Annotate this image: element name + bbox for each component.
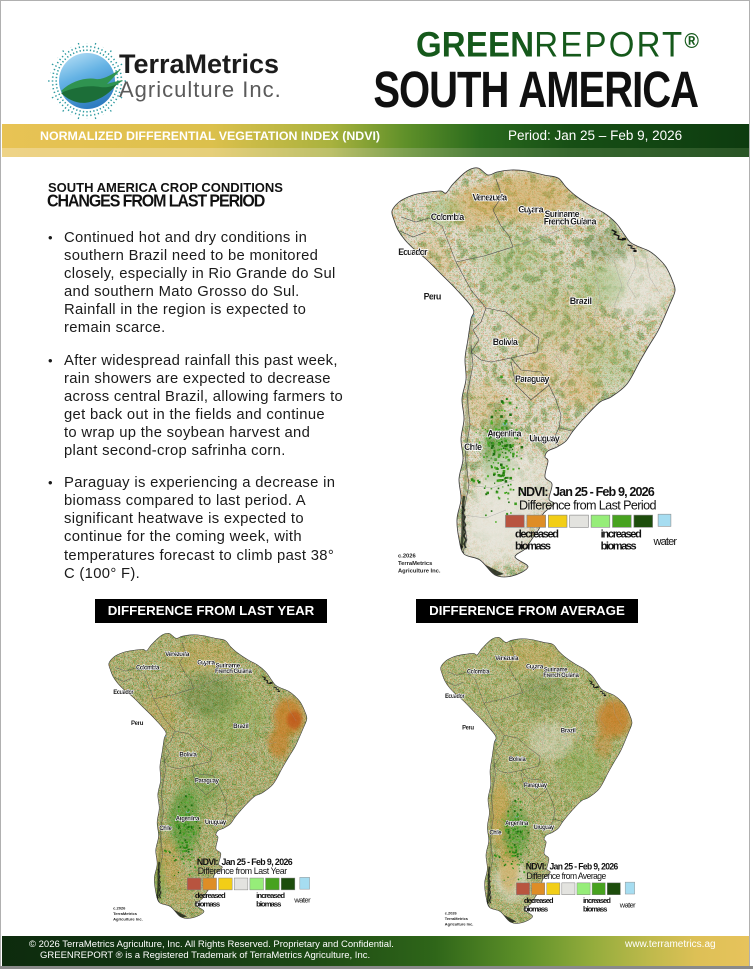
svg-text:Difference from Last Year: Difference from Last Year (198, 866, 288, 876)
svg-text:Difference from Average: Difference from Average (527, 871, 607, 881)
svg-text:NDVI: Jan 25 - Feb 9, 2026: NDVI: Jan 25 - Feb 9, 2026 (518, 485, 655, 499)
svg-text:NDVI: Jan 25 - Feb 9, 2026: NDVI: Jan 25 - Feb 9, 2026 (197, 857, 293, 867)
svg-text:Difference from Last Period: Difference from Last Period (519, 499, 657, 513)
svg-text:NDVI: Jan 25 - Feb 9, 2026: NDVI: Jan 25 - Feb 9, 2026 (526, 861, 619, 871)
